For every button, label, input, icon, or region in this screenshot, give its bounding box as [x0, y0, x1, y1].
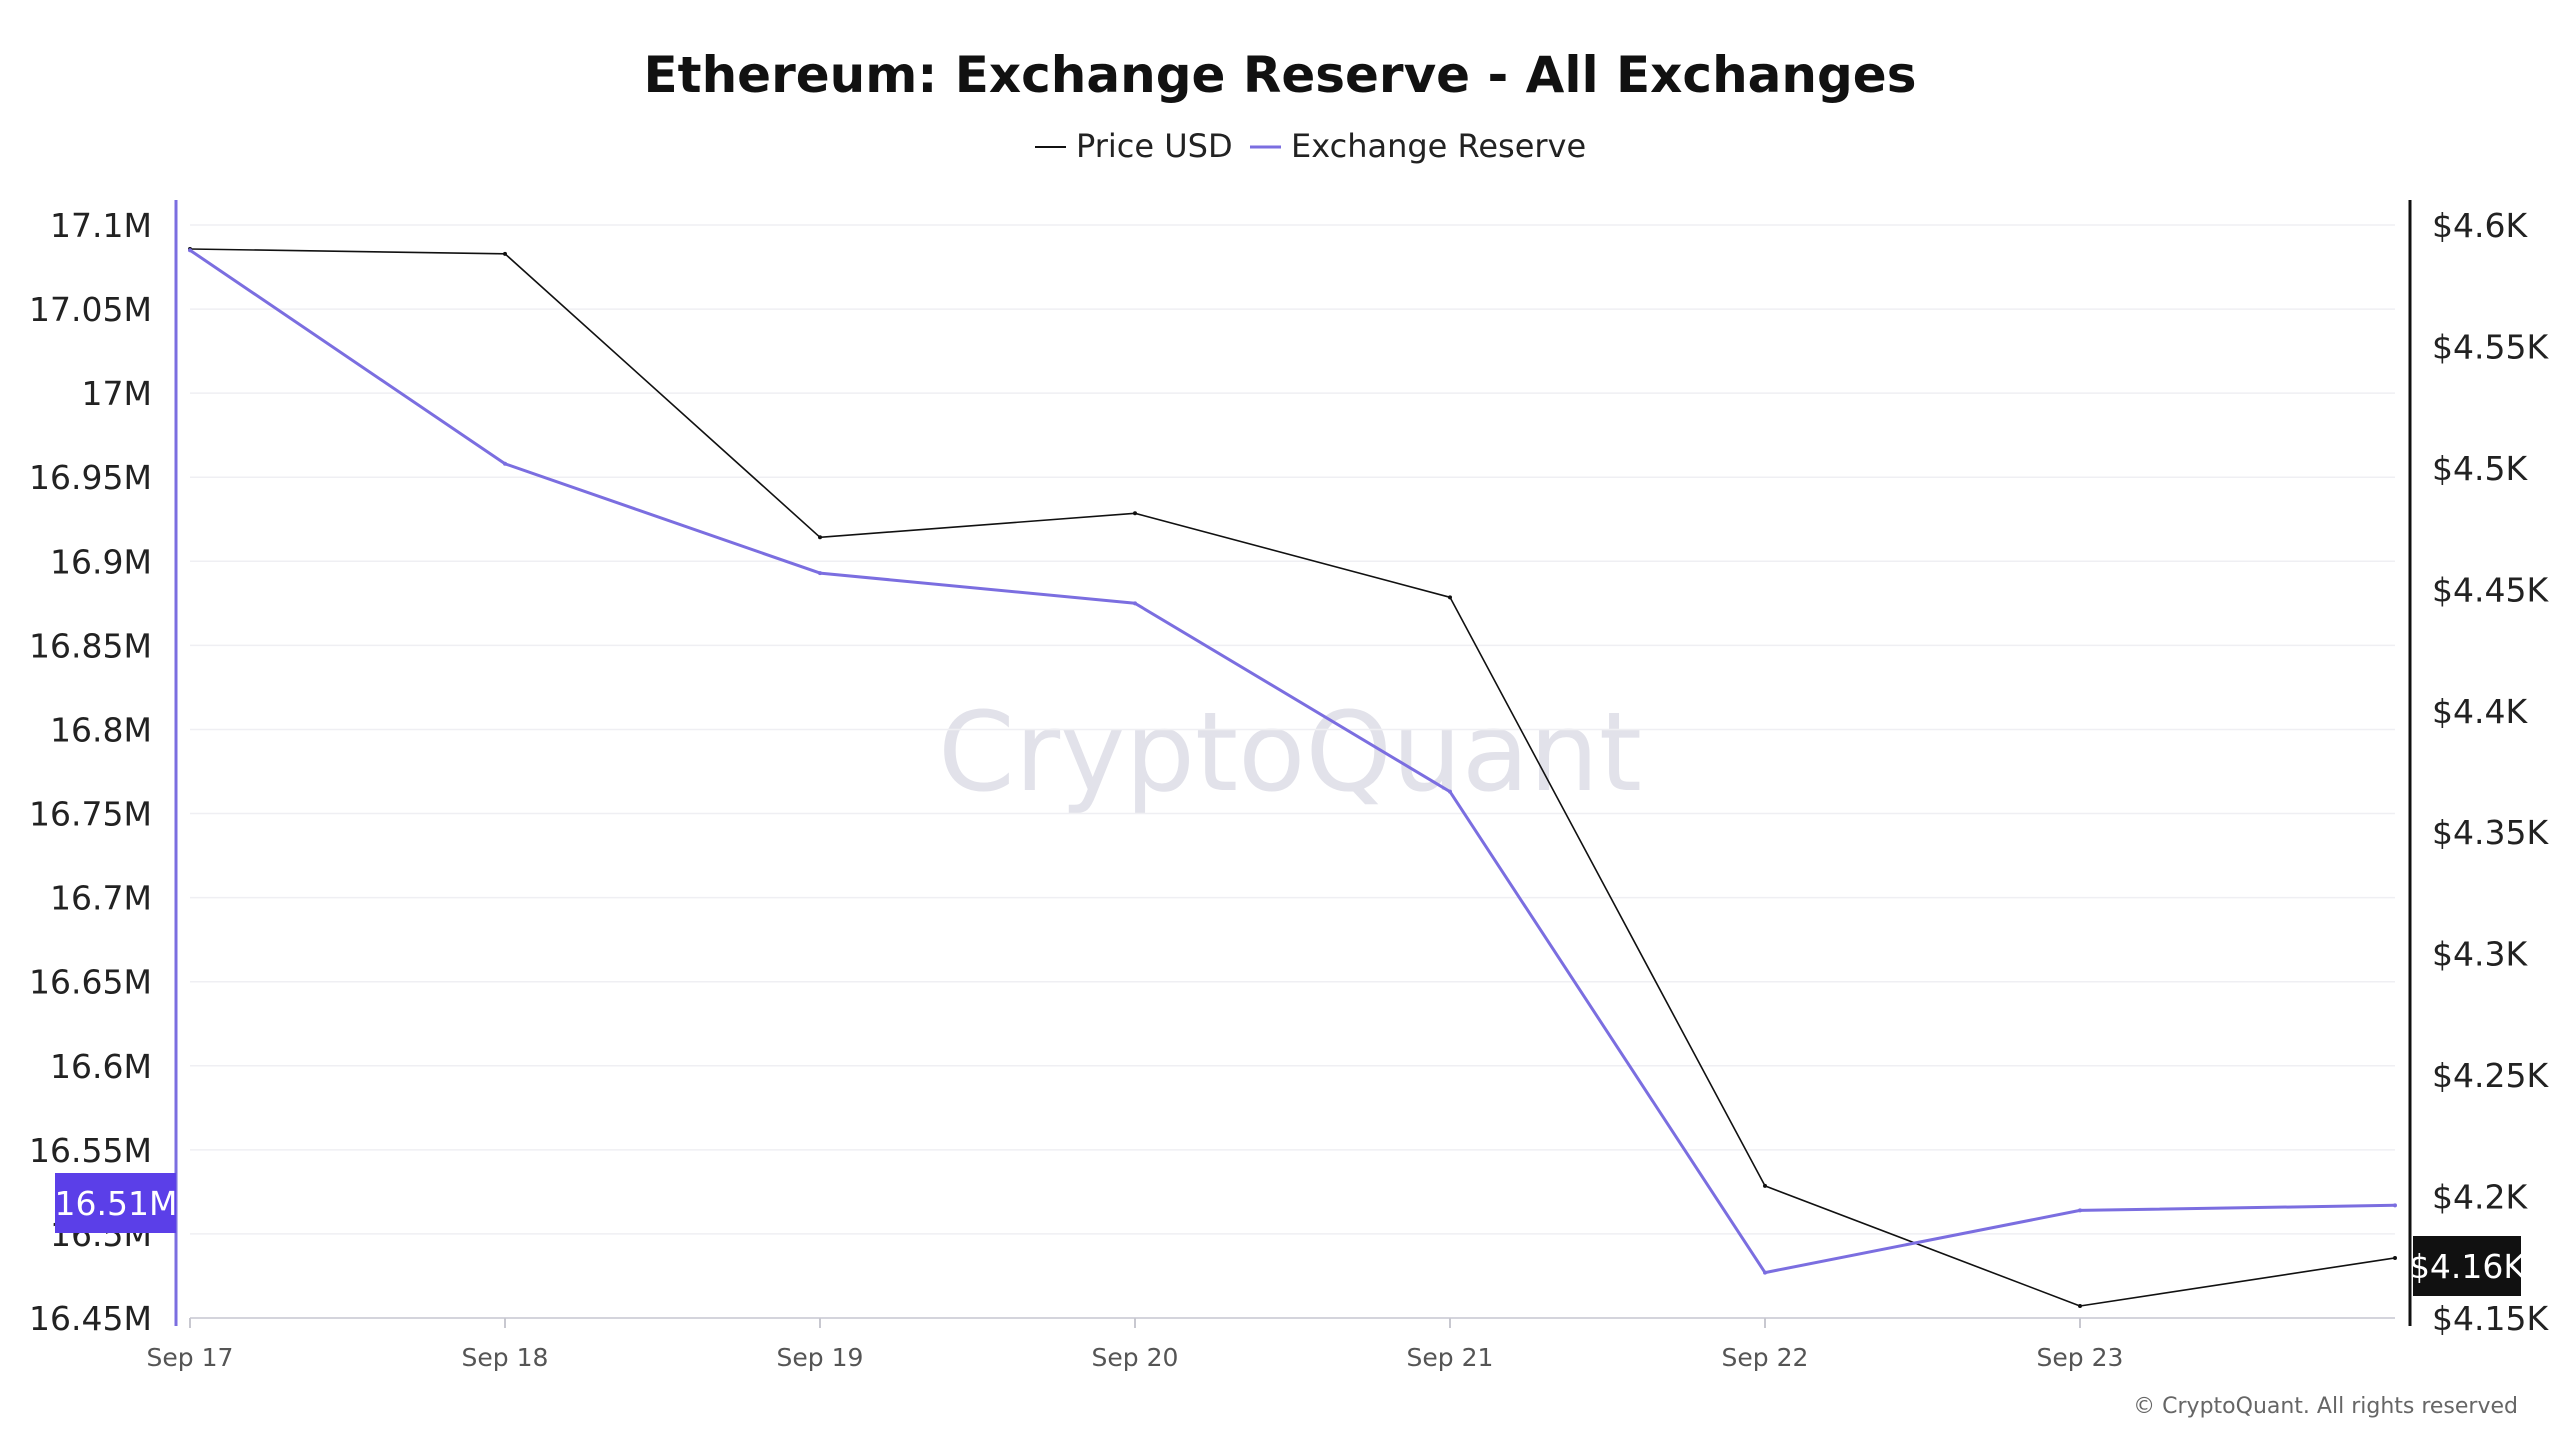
series-lines — [188, 247, 2397, 1308]
left-tick-label: 16.85M — [29, 626, 152, 665]
x-tick-label: Sep 18 — [462, 1343, 549, 1372]
price-point — [2078, 1303, 2082, 1308]
reserve-point — [1448, 789, 1452, 794]
right-tick-label: $4.35K — [2432, 813, 2549, 852]
current-value-left-badge: 16.51M — [55, 1173, 178, 1233]
reserve-point — [818, 571, 822, 576]
left-tick-label: 17M — [82, 374, 152, 413]
x-tick-label: Sep 22 — [1722, 1343, 1809, 1372]
right-tick-label: $4.55K — [2432, 327, 2549, 366]
current-value-right-bg — [2413, 1236, 2521, 1296]
right-tick-label: $4.2K — [2432, 1178, 2528, 1217]
price-point — [1133, 511, 1137, 516]
price-usd-line — [189, 248, 2396, 1307]
right-tick-label: $4.25K — [2432, 1056, 2549, 1095]
left-tick-label: 16.8M — [50, 710, 152, 749]
left-tick-label: 16.75M — [29, 795, 152, 834]
left-tick-label: 16.65M — [29, 963, 152, 1002]
right-tick-label: $4.5K — [2432, 449, 2528, 488]
reserve-point — [1763, 1270, 1767, 1275]
price-point — [503, 251, 507, 256]
current-value-left-bg — [55, 1173, 176, 1233]
price-point — [1763, 1183, 1767, 1188]
x-tick-label: Sep 20 — [1092, 1343, 1179, 1372]
reserve-point — [2393, 1203, 2397, 1208]
watermark: CryptoQuant — [938, 688, 1642, 816]
legend-item-price[interactable]: Price USD — [1035, 127, 1233, 165]
left-tick-label: 16.95M — [29, 458, 152, 497]
x-tick-label: Sep 21 — [1407, 1343, 1494, 1372]
price-point — [2393, 1255, 2397, 1260]
legend-label-price: Price USD — [1076, 127, 1233, 165]
right-tick-label: $4.45K — [2432, 570, 2549, 609]
right-tick-label: $4.15K — [2432, 1299, 2549, 1338]
left-tick-label: 17.1M — [50, 206, 152, 245]
current-value-left: 16.51M — [55, 1184, 178, 1223]
left-tick-label: 16.45M — [29, 1299, 152, 1338]
chart-title: Ethereum: Exchange Reserve - All Exchang… — [644, 46, 1917, 104]
legend-item-reserve[interactable]: Exchange Reserve — [1250, 127, 1586, 165]
copyright-text: © CryptoQuant. All rights reserved — [2133, 1394, 2518, 1419]
current-value-right: $4.16K — [2409, 1247, 2526, 1286]
right-tick-label: $4.3K — [2432, 935, 2528, 974]
legend: Price USD Exchange Reserve — [1035, 127, 1586, 165]
right-tick-label: $4.4K — [2432, 692, 2528, 731]
tick-labels: 17.1M 17.05M 17M 16.95M 16.9M 16.85M 16.8M 16.7… — [29, 206, 2549, 1372]
axes — [174, 200, 2412, 1328]
legend-label-reserve: Exchange Reserve — [1291, 127, 1586, 165]
x-tick-label: Sep 23 — [2037, 1343, 2124, 1372]
left-tick-label: 16.55M — [29, 1131, 152, 1170]
exchange-reserve-line — [189, 248, 2396, 1275]
left-tick-label: 16.7M — [50, 879, 152, 918]
reserve-point — [1133, 601, 1137, 606]
reserve-point — [503, 461, 507, 466]
left-tick-label: 16.9M — [50, 542, 152, 581]
x-tick-label: Sep 17 — [147, 1343, 234, 1372]
left-tick-label: 16.6M — [50, 1047, 152, 1086]
price-point — [818, 535, 822, 540]
price-point — [1448, 595, 1452, 600]
right-tick-label: $4.6K — [2432, 206, 2528, 245]
reserve-point — [2078, 1208, 2082, 1213]
reserve-point — [188, 248, 192, 253]
x-tick-label: Sep 19 — [777, 1343, 864, 1372]
current-value-right-badge: $4.16K — [2409, 1236, 2526, 1296]
left-tick-label: 17.05M — [29, 290, 152, 329]
